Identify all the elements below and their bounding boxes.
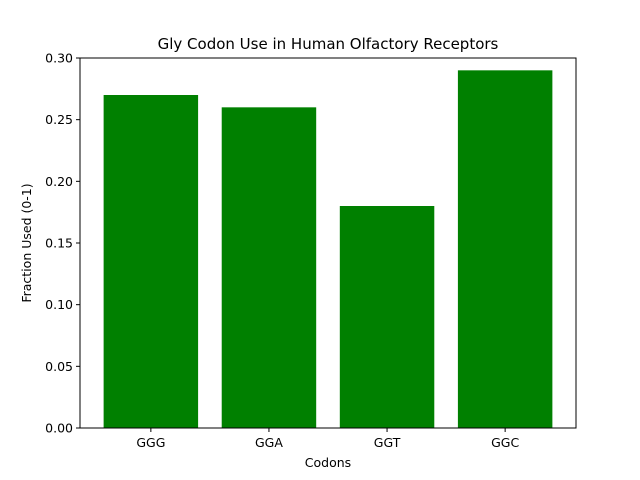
y-tick-label: 0.05 <box>45 359 73 374</box>
x-tick-label-ggc: GGC <box>491 435 519 450</box>
x-tick-label-ggg: GGG <box>136 435 165 450</box>
bar-ggc <box>457 70 553 428</box>
y-tick-label: 0.25 <box>45 112 73 127</box>
x-tick-label-ggt: GGT <box>374 435 401 450</box>
y-tick-label: 0.00 <box>45 421 73 436</box>
bars-group <box>103 70 553 428</box>
y-tick-label: 0.15 <box>45 236 73 251</box>
y-axis: 0.00 0.05 0.10 0.15 0.20 0.25 0.30 <box>45 51 80 436</box>
y-tick-label: 0.20 <box>45 174 73 189</box>
x-axis: GGG GGA GGT GGC <box>136 428 519 450</box>
chart-title: Gly Codon Use in Human Olfactory Recepto… <box>158 35 499 53</box>
x-tick-label-gga: GGA <box>255 435 283 450</box>
bar-ggg <box>103 95 199 428</box>
bar-gga <box>221 107 317 428</box>
bar-ggt <box>339 206 435 428</box>
y-tick-label: 0.10 <box>45 297 73 312</box>
x-axis-label: Codons <box>305 455 351 470</box>
y-tick-label: 0.30 <box>45 51 73 66</box>
y-axis-label: Fraction Used (0-1) <box>19 183 34 302</box>
